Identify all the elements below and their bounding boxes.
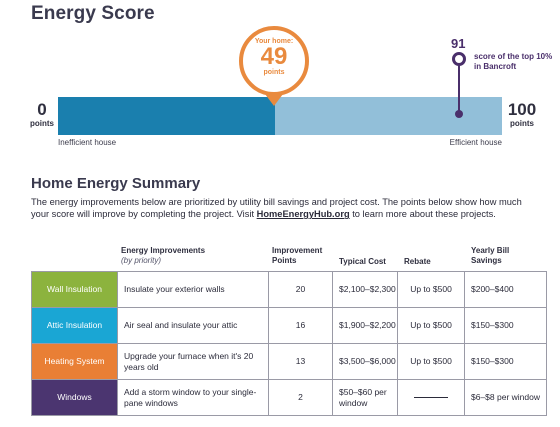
savings-cell: $6–$8 per window bbox=[464, 379, 547, 416]
header-points: Improvement Points bbox=[272, 246, 323, 265]
category-cell: Attic Insulation bbox=[31, 307, 118, 344]
summary-intro: The energy improvements below are priori… bbox=[31, 196, 539, 221]
improvements-table: Wall Insulation Insulate your exterior wa… bbox=[31, 271, 547, 416]
intro-text: The energy improvements below are priori… bbox=[31, 197, 522, 220]
your-home-pointer bbox=[265, 94, 283, 106]
rebate-cell: Up to $500 bbox=[397, 343, 465, 380]
your-home-score: 49 bbox=[260, 43, 288, 70]
cost-cell: $50–$60 per window bbox=[332, 379, 398, 416]
cost-cell: $2,100–$2,300 bbox=[332, 271, 398, 308]
top-10-marker-icon bbox=[452, 52, 466, 66]
top-10-score: 91 bbox=[451, 36, 466, 51]
summary-title: Home Energy Summary bbox=[31, 175, 201, 192]
top-10-marker-line bbox=[458, 65, 460, 114]
header-improvements-sub: (by priority) bbox=[121, 256, 162, 265]
efficient-caption: Efficient house bbox=[449, 138, 502, 147]
your-home-unit: points bbox=[263, 69, 285, 76]
your-home-label: Your home: bbox=[254, 38, 294, 45]
cost-cell: $3,500–$6,000 bbox=[332, 343, 398, 380]
description-cell: Air seal and insulate your attic bbox=[117, 307, 269, 344]
rebate-cell bbox=[397, 379, 465, 416]
savings-cell: $150–$300 bbox=[464, 343, 547, 380]
table-row: Heating System Upgrade your furnace when … bbox=[31, 343, 547, 380]
header-improvements: Energy Improvements (by priority) bbox=[121, 246, 205, 266]
rebate-cell: Up to $500 bbox=[397, 307, 465, 344]
header-cost: Typical Cost bbox=[339, 257, 386, 266]
top-10-marker-dot bbox=[455, 110, 463, 118]
score-min-value: 0 bbox=[37, 100, 47, 119]
score-min: 0 points bbox=[26, 101, 58, 129]
savings-cell: $200–$400 bbox=[464, 271, 547, 308]
top-10-description: score of the top 10% in Bancroft bbox=[474, 52, 553, 71]
description-cell: Insulate your exterior walls bbox=[117, 271, 269, 308]
score-max-value: 100 bbox=[507, 100, 537, 119]
table-row: Attic Insulation Air seal and insulate yo… bbox=[31, 307, 547, 344]
score-min-label: points bbox=[30, 119, 54, 128]
score-bar-filled bbox=[58, 97, 275, 135]
energy-score-title: Energy Score bbox=[31, 3, 155, 24]
cost-cell: $1,900–$2,200 bbox=[332, 307, 398, 344]
description-cell: Upgrade your furnace when it's 20 years … bbox=[117, 343, 269, 380]
no-rebate-dash bbox=[414, 397, 448, 399]
rebate-cell: Up to $500 bbox=[397, 271, 465, 308]
points-cell: 16 bbox=[268, 307, 333, 344]
intro-text-end: to learn more about these projects. bbox=[349, 209, 496, 220]
points-cell: 13 bbox=[268, 343, 333, 380]
your-home-badge: Your home: 49 points bbox=[239, 26, 309, 96]
header-rebate: Rebate bbox=[404, 257, 431, 266]
category-cell: Windows bbox=[31, 379, 118, 416]
header-savings: Yearly Bill Savings bbox=[471, 246, 510, 265]
table-row: Windows Add a storm window to your single… bbox=[31, 379, 547, 416]
energy-hub-link[interactable]: HomeEnergyHub.org bbox=[256, 209, 350, 220]
category-cell: Heating System bbox=[31, 343, 118, 380]
description-cell: Add a storm window to your single-pane w… bbox=[117, 379, 269, 416]
header-improvements-label: Energy Improvements bbox=[121, 246, 206, 255]
points-cell: 20 bbox=[268, 271, 333, 308]
points-cell: 2 bbox=[268, 379, 333, 416]
category-cell: Wall Insulation bbox=[31, 271, 118, 308]
score-bar-remaining bbox=[275, 97, 502, 135]
savings-cell: $150–$300 bbox=[464, 307, 547, 344]
table-row: Wall Insulation Insulate your exterior wa… bbox=[31, 271, 547, 308]
inefficient-caption: Inefficient house bbox=[58, 138, 117, 147]
score-max: 100 points bbox=[505, 101, 539, 129]
score-max-label: points bbox=[510, 119, 534, 128]
